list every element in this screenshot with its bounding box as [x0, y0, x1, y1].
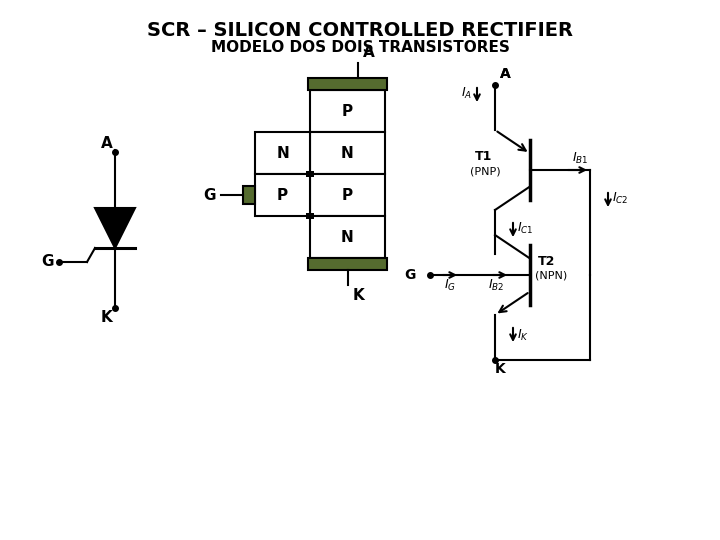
Text: SCR – SILICON CONTROLLED RECTIFIER: SCR – SILICON CONTROLLED RECTIFIER — [147, 21, 573, 39]
Text: (PNP): (PNP) — [470, 166, 500, 176]
Text: $I_{B2}$: $I_{B2}$ — [488, 278, 504, 293]
Text: G: G — [41, 254, 53, 269]
Text: MODELO DOS DOIS TRANSISTORES: MODELO DOS DOIS TRANSISTORES — [210, 40, 510, 56]
Text: $I_{C2}$: $I_{C2}$ — [612, 191, 629, 206]
Text: K: K — [495, 362, 505, 376]
Text: P: P — [342, 187, 353, 202]
Text: A: A — [362, 45, 374, 60]
Text: K: K — [353, 288, 364, 303]
Bar — [308, 78, 387, 90]
Bar — [308, 258, 387, 270]
Text: N: N — [276, 145, 289, 160]
Bar — [306, 213, 314, 219]
Text: P: P — [277, 187, 288, 202]
Text: $I_{C1}$: $I_{C1}$ — [517, 220, 534, 235]
Text: A: A — [500, 67, 510, 81]
Text: $I_A$: $I_A$ — [461, 86, 472, 101]
Text: (NPN): (NPN) — [535, 271, 567, 281]
Bar — [255, 132, 310, 174]
Bar — [255, 174, 310, 216]
Bar — [310, 90, 385, 132]
Bar — [243, 186, 255, 205]
Text: N: N — [341, 230, 354, 245]
Text: N: N — [341, 145, 354, 160]
Text: P: P — [342, 104, 353, 118]
Bar — [310, 174, 385, 216]
Text: G: G — [405, 268, 415, 282]
Bar — [306, 171, 314, 177]
Text: $I_K$: $I_K$ — [517, 327, 529, 342]
Polygon shape — [95, 208, 135, 248]
Text: K: K — [101, 310, 113, 326]
Text: A: A — [101, 136, 113, 151]
Text: $I_G$: $I_G$ — [444, 278, 456, 293]
Text: G: G — [203, 187, 215, 202]
Text: T1: T1 — [475, 150, 492, 163]
Text: $I_{B1}$: $I_{B1}$ — [572, 151, 588, 166]
Bar — [310, 132, 385, 174]
Bar — [310, 216, 385, 258]
Text: T2: T2 — [538, 255, 555, 268]
Text: A: A — [500, 67, 510, 81]
